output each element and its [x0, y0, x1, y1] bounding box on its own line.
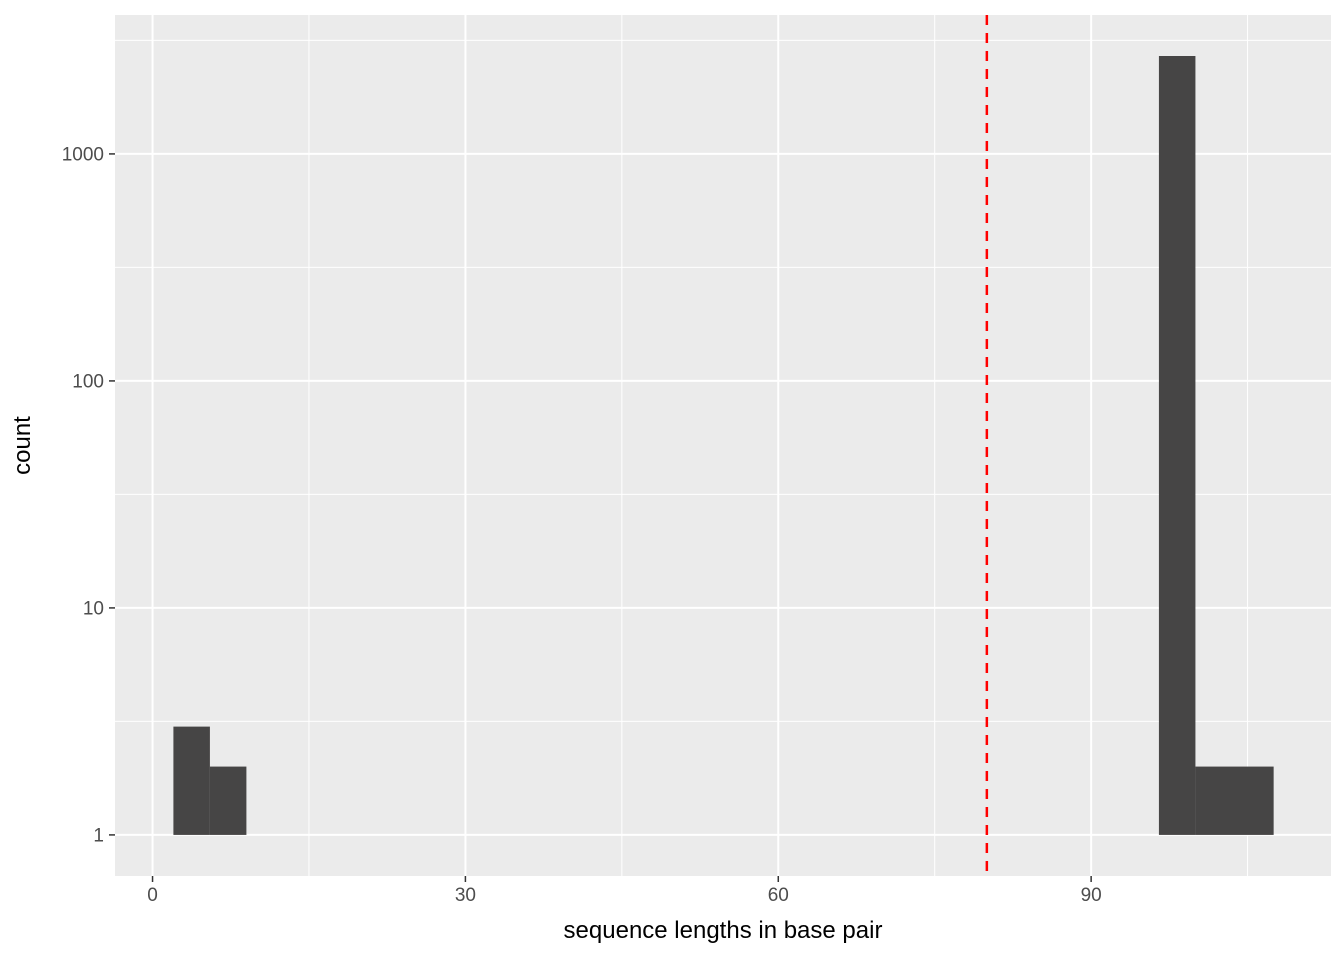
plot-panel — [115, 15, 1331, 876]
x-tick-label: 30 — [455, 885, 476, 906]
y-tick-label: 1 — [93, 825, 104, 846]
histogram-bar — [209, 766, 247, 835]
x-tick-label: 0 — [147, 885, 158, 906]
x-tick-label: 60 — [768, 885, 789, 906]
y-axis-title: count — [9, 416, 36, 475]
x-axis-title: sequence lengths in base pair — [564, 917, 883, 944]
y-tick-label: 1000 — [62, 144, 104, 165]
y-tick-label: 100 — [72, 371, 104, 392]
histogram-bar — [1195, 766, 1274, 835]
histogram-bar — [173, 726, 210, 835]
y-tick-label: 10 — [83, 598, 104, 619]
histogram-bar — [1158, 56, 1196, 835]
x-tick-label: 90 — [1081, 885, 1102, 906]
